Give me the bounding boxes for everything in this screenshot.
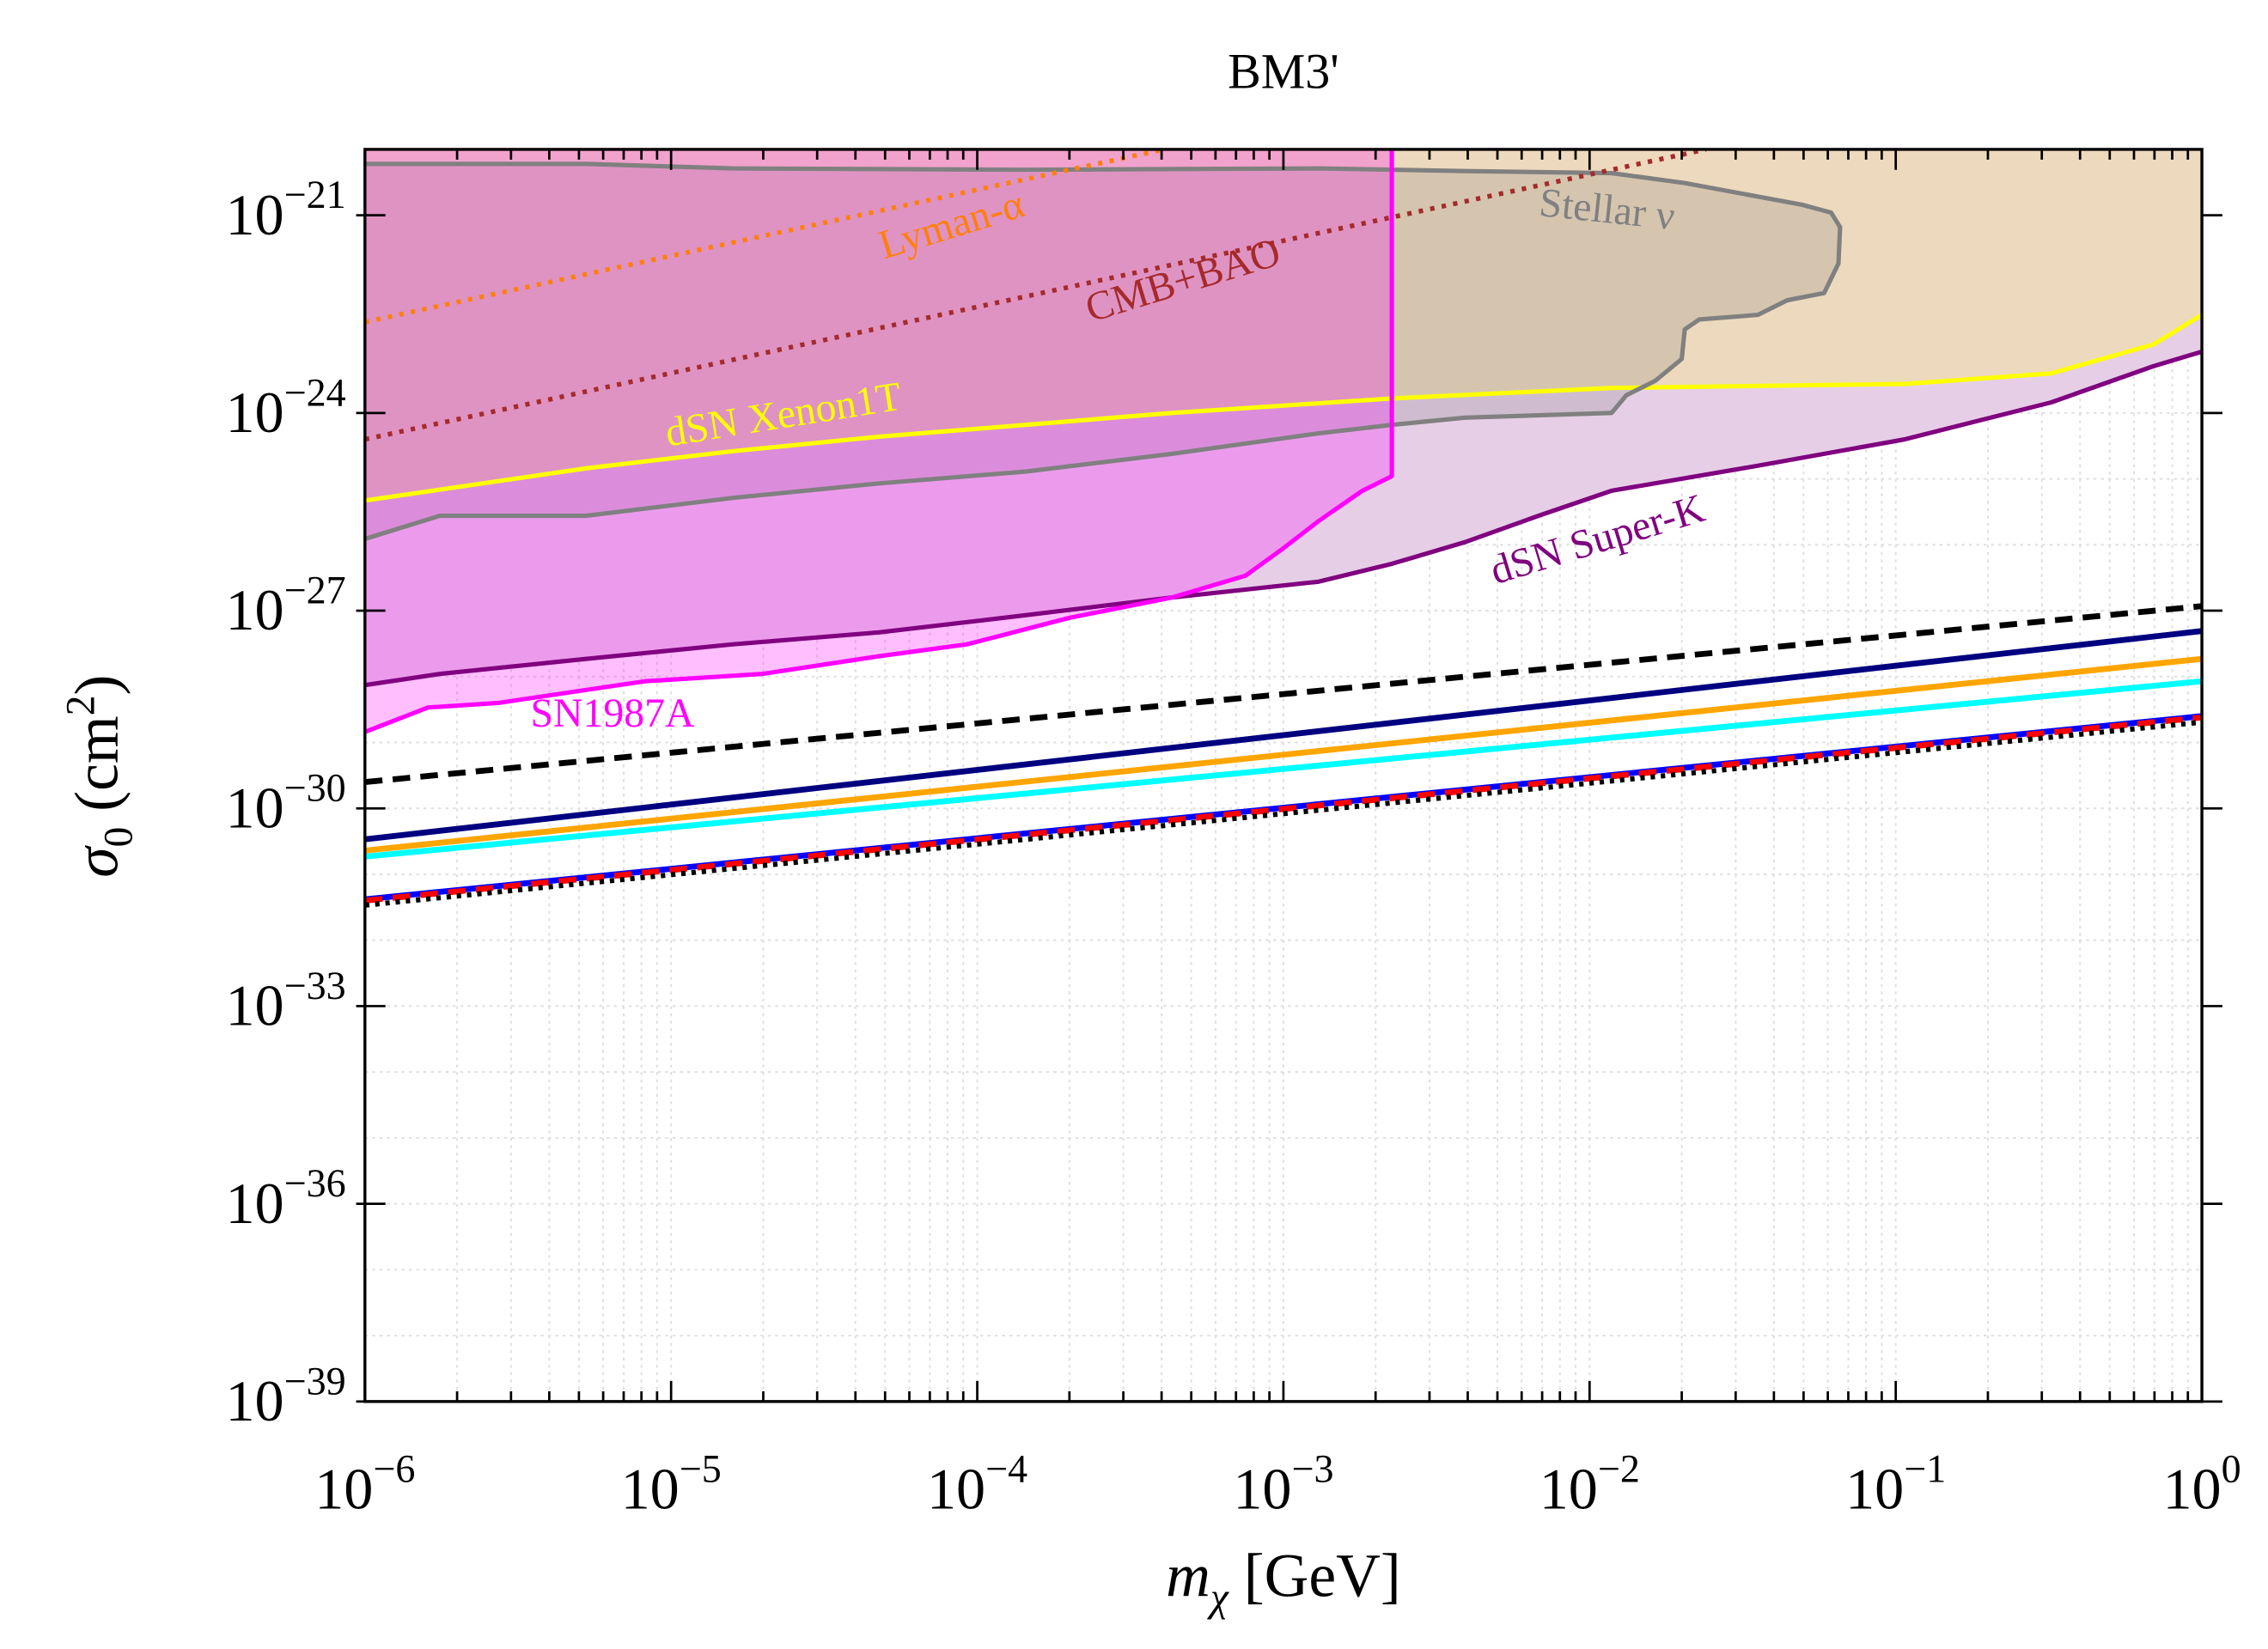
y-tick-label: 10−24 bbox=[225, 370, 345, 445]
y-tick-exp: −30 bbox=[284, 766, 346, 810]
x-label-main: m bbox=[1166, 1543, 1210, 1610]
y-tick-label: 10−21 bbox=[225, 173, 345, 247]
dsn-xenon1t-region-fill bbox=[364, 149, 2203, 501]
y-tick-base: 10 bbox=[225, 577, 284, 642]
x-tick-label: 10−4 bbox=[927, 1447, 1027, 1522]
series-line-7 bbox=[364, 719, 2203, 908]
x-label-rest: [GeV] bbox=[1228, 1543, 1401, 1610]
stellar--boundary-line bbox=[364, 161, 1843, 541]
sn1987a-label: SN1987A bbox=[530, 691, 694, 736]
y-tick-base: 10 bbox=[225, 973, 284, 1038]
y-tick-exp: −39 bbox=[284, 1359, 346, 1403]
dsn-xenon1t-boundary-line bbox=[364, 313, 2203, 503]
series-line-1 bbox=[364, 603, 2203, 785]
x-tick-base: 10 bbox=[621, 1456, 680, 1521]
series-lines bbox=[364, 149, 2203, 908]
y-tick-exp: −21 bbox=[284, 173, 346, 216]
x-tick-label: 10−2 bbox=[1539, 1447, 1640, 1522]
x-tick-exp: −6 bbox=[373, 1447, 415, 1491]
x-tick-label: 10−6 bbox=[314, 1447, 415, 1522]
y-tick-exp: −36 bbox=[284, 1161, 346, 1205]
x-tick-exp: −5 bbox=[680, 1447, 722, 1491]
x-tick-exp: −4 bbox=[985, 1447, 1027, 1491]
series-line-3 bbox=[364, 678, 2203, 860]
x-tick-exp: −1 bbox=[1904, 1447, 1946, 1491]
x-tick-label: 10−1 bbox=[1845, 1447, 1946, 1522]
x-tick-base: 10 bbox=[1845, 1456, 1904, 1521]
y-tick-label: 10−30 bbox=[225, 766, 345, 841]
y-label-sup: 2 bbox=[58, 696, 103, 716]
y-tick-exp: −27 bbox=[284, 569, 346, 612]
x-tick-exp: −3 bbox=[1292, 1447, 1334, 1491]
x-tick-label: 100 bbox=[2162, 1447, 2241, 1522]
x-label-sub: χ bbox=[1207, 1575, 1229, 1621]
y-tick-label: 10−33 bbox=[225, 964, 345, 1038]
excluded-regions bbox=[364, 149, 2203, 734]
y-tick-exp: −24 bbox=[284, 370, 346, 414]
x-tick-exp: −2 bbox=[1598, 1447, 1640, 1491]
series-line-2 bbox=[364, 628, 2203, 843]
y-tick-base: 10 bbox=[225, 1368, 284, 1433]
chart-title: BM3' bbox=[1228, 43, 1339, 99]
y-tick-base: 10 bbox=[225, 182, 284, 247]
y-tick-base: 10 bbox=[225, 380, 284, 445]
sn1987a-boundary-line bbox=[364, 149, 1394, 734]
y-label-rest1: (cm bbox=[64, 715, 131, 826]
y-tick-label: 10−39 bbox=[225, 1359, 345, 1433]
lyman--line bbox=[364, 149, 1165, 325]
y-label-main: σ bbox=[64, 845, 131, 878]
x-tick-label: 10−5 bbox=[621, 1447, 722, 1522]
series-line-4 bbox=[364, 655, 2203, 854]
x-tick-exp: 0 bbox=[2222, 1447, 2241, 1491]
stellar--region-fill bbox=[364, 163, 1840, 539]
ticks: 10−6 10−5 10−4 10−3 10−2 10−1 10010−3910−3610−… bbox=[225, 149, 2241, 1521]
y-tick-exp: −33 bbox=[284, 964, 346, 1007]
x-axis-label: mχ [GeV] bbox=[1166, 1543, 1401, 1621]
x-tick-base: 10 bbox=[1539, 1456, 1598, 1521]
x-tick-base: 10 bbox=[927, 1456, 985, 1521]
series-line-6 bbox=[364, 714, 2203, 904]
y-axis-label: σ0 (cm2) bbox=[58, 675, 141, 878]
y-tick-label: 10−27 bbox=[225, 569, 345, 643]
y-tick-label: 10−36 bbox=[225, 1161, 345, 1236]
x-tick-base: 10 bbox=[2162, 1456, 2221, 1521]
y-label-rest2: ) bbox=[64, 675, 131, 696]
y-tick-base: 10 bbox=[225, 1171, 284, 1236]
y-label-sub: 0 bbox=[96, 827, 142, 848]
x-tick-label: 10−3 bbox=[1233, 1447, 1333, 1522]
x-tick-base: 10 bbox=[314, 1456, 373, 1521]
dsn-super-k-boundary-line bbox=[364, 349, 2203, 688]
y-tick-base: 10 bbox=[225, 775, 284, 840]
x-tick-base: 10 bbox=[1233, 1456, 1291, 1521]
sn1987a-region-fill bbox=[364, 149, 1393, 733]
